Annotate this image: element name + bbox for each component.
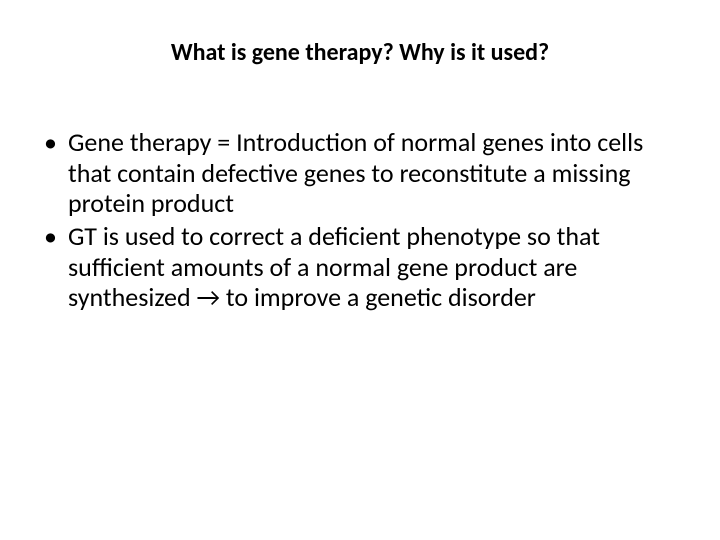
slide: What is gene therapy? Why is it used? Ge… — [0, 0, 720, 540]
bullet-list: Gene therapy = Introduction of normal ge… — [38, 127, 682, 313]
list-item: GT is used to correct a deficient phenot… — [38, 221, 682, 313]
slide-title: What is gene therapy? Why is it used? — [38, 38, 682, 67]
list-item: Gene therapy = Introduction of normal ge… — [38, 127, 682, 219]
slide-body: Gene therapy = Introduction of normal ge… — [38, 127, 682, 313]
